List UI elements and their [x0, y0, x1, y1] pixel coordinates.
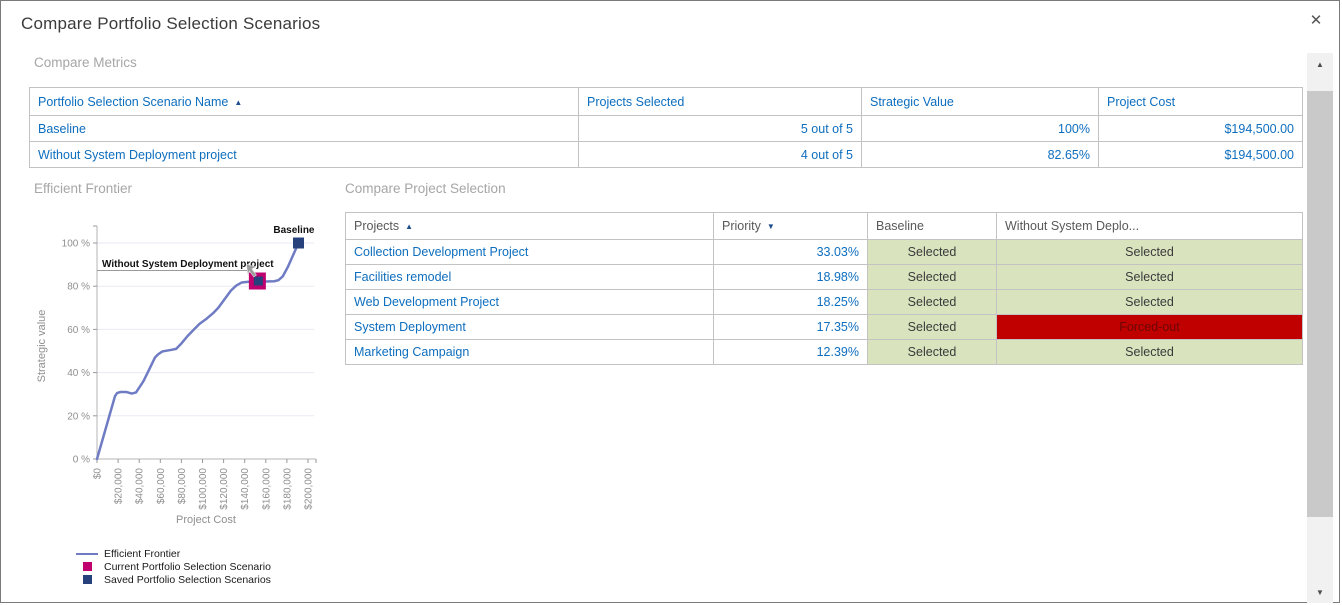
project-link[interactable]: Collection Development Project — [354, 245, 529, 259]
priority-value: 17.35% — [713, 314, 868, 340]
x-tick-label: $60,000 — [156, 468, 167, 505]
compare-metrics-table: Portfolio Selection Scenario Name ▲ Proje… — [29, 87, 1303, 168]
metrics-projects-value: 4 out of 5 — [578, 141, 862, 168]
selection-header-priority[interactable]: Priority ▼ — [713, 212, 868, 240]
table-row: Baseline 5 out of 5 100% $194,500.00 — [29, 115, 1303, 142]
x-tick-label: $20,000 — [114, 468, 125, 505]
project-link[interactable]: Web Development Project — [354, 295, 499, 309]
scenario-state-cell: Selected — [996, 289, 1303, 315]
frontier-plot: 0 % 20 % 40 % 60 % 80 % 100 % $0 $20,000 $40,000… — [36, 225, 317, 526]
metrics-header-row: Portfolio Selection Scenario Name ▲ Proje… — [29, 87, 1303, 116]
metrics-cost-value: $194,500.00 — [1098, 141, 1303, 168]
legend-label: Efficient Frontier — [104, 547, 181, 560]
selection-header-scenario[interactable]: Without System Deplo... — [996, 212, 1303, 240]
scrollbar-thumb[interactable] — [1307, 91, 1333, 517]
table-row: Web Development Project 18.25% Selected … — [345, 289, 1303, 315]
priority-value: 18.25% — [713, 289, 868, 315]
scroll-up-icon[interactable]: ▲ — [1316, 59, 1324, 69]
x-tick-label: $200,000 — [304, 468, 315, 510]
saved-scenario-marker[interactable] — [293, 237, 305, 249]
x-tick-label: $40,000 — [135, 468, 146, 505]
current-scenario-annotation: Without System Deployment project — [102, 259, 274, 270]
scenario-state-cell: Selected — [996, 339, 1303, 365]
legend-label: Saved Portfolio Selection Scenarios — [104, 573, 271, 586]
chart-legend: Efficient Frontier Current Portfolio Sel… — [74, 547, 271, 586]
vertical-scrollbar[interactable]: ▲ ▼ — [1307, 53, 1333, 603]
priority-value: 18.98% — [713, 264, 868, 290]
compare-project-selection-table: Projects ▲ Priority ▼ Baseline Without Sys… — [345, 212, 1303, 365]
metrics-header-strategic-value[interactable]: Strategic Value — [861, 87, 1099, 116]
project-link[interactable]: Marketing Campaign — [354, 345, 470, 359]
efficient-frontier-chart: 0 % 20 % 40 % 60 % 80 % 100 % $0 $20,000 $40,000… — [21, 206, 336, 541]
metrics-header-projects-selected[interactable]: Projects Selected — [578, 87, 862, 116]
sort-desc-icon: ▼ — [766, 222, 775, 231]
x-tick-label: $100,000 — [198, 468, 209, 510]
saved-scenario-swatch — [74, 575, 100, 584]
current-scenario-inner-marker — [253, 276, 263, 286]
scroll-down-icon[interactable]: ▼ — [1316, 587, 1324, 597]
priority-value: 33.03% — [713, 239, 868, 265]
efficient-frontier-label: Efficient Frontier — [34, 181, 133, 196]
x-tick-label: $140,000 — [240, 468, 251, 510]
project-link[interactable]: Facilities remodel — [354, 270, 452, 284]
table-row: Collection Development Project 33.03% Se… — [345, 239, 1303, 265]
x-tick-label: $80,000 — [177, 468, 188, 505]
scenario-state-cell: Forced-out — [996, 314, 1303, 340]
current-scenario-swatch — [74, 562, 100, 571]
scenario-state-cell: Selected — [996, 239, 1303, 265]
legend-label: Current Portfolio Selection Scenario — [104, 560, 271, 573]
table-row: Marketing Campaign 12.39% Selected Selec… — [345, 339, 1303, 365]
baseline-state-cell: Selected — [867, 339, 997, 365]
cursor-arrow-icon — [245, 263, 257, 278]
table-row: Without System Deployment project 4 out … — [29, 141, 1303, 168]
baseline-state-cell: Selected — [867, 239, 997, 265]
selection-header-baseline[interactable]: Baseline — [867, 212, 997, 240]
scenario-link-without-system-deployment[interactable]: Without System Deployment project — [38, 147, 237, 162]
x-tick-label: $120,000 — [219, 468, 230, 510]
project-link[interactable]: System Deployment — [354, 320, 466, 334]
metrics-cost-value: $194,500.00 — [1098, 115, 1303, 142]
page-title: Compare Portfolio Selection Scenarios — [21, 14, 321, 33]
compare-project-selection-label: Compare Project Selection — [345, 181, 506, 196]
baseline-state-cell: Selected — [867, 314, 997, 340]
legend-item: Current Portfolio Selection Scenario — [74, 560, 271, 573]
scenario-link-baseline[interactable]: Baseline — [38, 121, 86, 136]
y-tick-label: 20 % — [67, 411, 90, 422]
baseline-state-cell: Selected — [867, 289, 997, 315]
sort-asc-icon: ▲ — [405, 222, 414, 231]
table-row: Facilities remodel 18.98% Selected Selec… — [345, 264, 1303, 290]
frontier-line-swatch — [74, 552, 100, 555]
table-row: System Deployment 17.35% Selected Forced… — [345, 314, 1303, 340]
y-tick-label: 100 % — [62, 239, 90, 250]
y-tick-label: 0 % — [73, 455, 90, 466]
x-tick-label: $180,000 — [282, 468, 293, 510]
metrics-strategic-value: 100% — [861, 115, 1099, 142]
metrics-projects-value: 5 out of 5 — [578, 115, 862, 142]
efficient-frontier-line — [95, 241, 300, 461]
sort-asc-icon: ▲ — [234, 97, 243, 107]
legend-item: Efficient Frontier — [74, 547, 271, 560]
priority-value: 12.39% — [713, 339, 868, 365]
baseline-annotation: Baseline — [273, 225, 315, 236]
compare-metrics-label: Compare Metrics — [34, 55, 137, 70]
selection-header-row: Projects ▲ Priority ▼ Baseline Without Sys… — [345, 212, 1303, 240]
y-tick-label: 80 % — [67, 282, 90, 293]
legend-item: Saved Portfolio Selection Scenarios — [74, 573, 271, 586]
close-icon[interactable]: ✕ — [1309, 12, 1323, 29]
metrics-header-project-cost[interactable]: Project Cost — [1098, 87, 1303, 116]
x-axis-title: Project Cost — [176, 514, 236, 526]
x-tick-label: $0 — [93, 468, 104, 480]
metrics-header-scenario-name[interactable]: Portfolio Selection Scenario Name ▲ — [29, 87, 579, 116]
scenario-state-cell: Selected — [996, 264, 1303, 290]
selection-header-projects[interactable]: Projects ▲ — [345, 212, 714, 240]
baseline-state-cell: Selected — [867, 264, 997, 290]
y-tick-label: 40 % — [67, 368, 90, 379]
metrics-strategic-value: 82.65% — [861, 141, 1099, 168]
y-tick-label: 60 % — [67, 325, 90, 336]
x-tick-label: $160,000 — [261, 468, 272, 510]
y-axis-title: Strategic value — [36, 310, 48, 383]
